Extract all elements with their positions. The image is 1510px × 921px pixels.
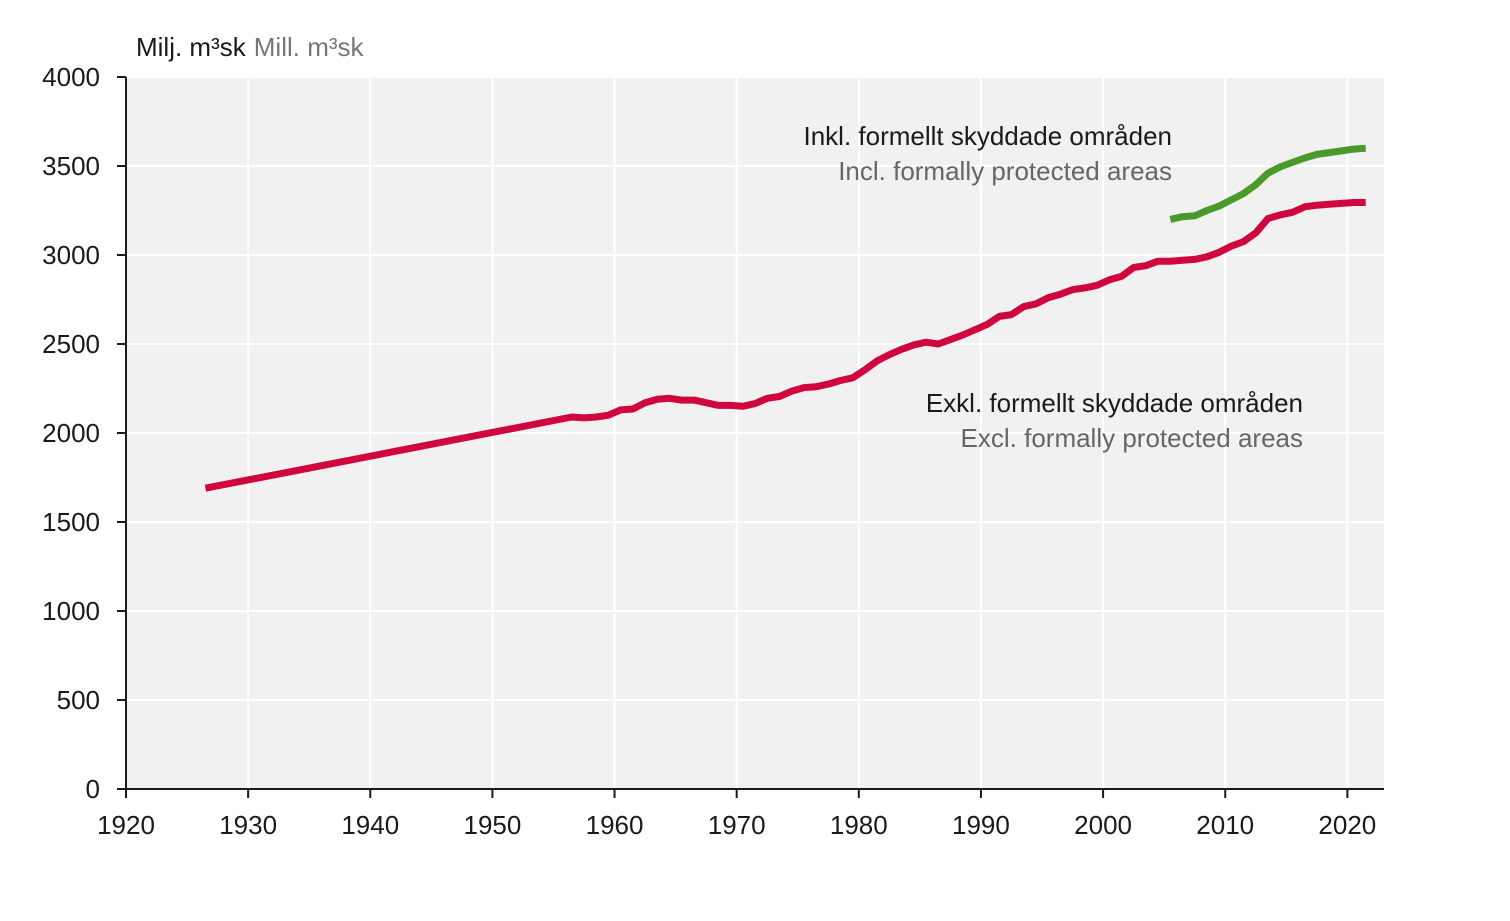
series-label-excl-sv: Exkl. formellt skyddade områden [926,388,1303,418]
x-tick-label: 1920 [97,810,155,840]
y-gridlines [126,76,1384,701]
series-line-incl-protected [1169,144,1366,223]
x-tick-label: 1970 [708,810,766,840]
y-tick-label: 500 [57,685,100,715]
series-label-incl-sv: Inkl. formellt skyddade områden [803,121,1172,151]
y-tick-label: 2500 [42,329,100,359]
unit-label-en: Mill. m³sk [254,32,365,62]
y-tick-label: 4000 [42,62,100,92]
y-tick-label: 1000 [42,596,100,626]
x-tick-label: 1980 [830,810,888,840]
y-axis-ticks: 0 500 1000 1500 2000 2500 3000 3500 4000 [42,62,126,804]
x-tick-label: 1990 [952,810,1010,840]
y-axis-unit-label: Milj. m³sk Mill. m³sk [136,32,365,62]
series-label-excl-en: Excl. formally protected areas [961,423,1303,453]
x-tick-label: 1950 [463,810,521,840]
x-tick-label: 1960 [586,810,644,840]
unit-label-sv: Milj. m³sk [136,32,247,62]
x-tick-label: 2020 [1318,810,1376,840]
x-tick-label: 2000 [1074,810,1132,840]
series-layer [204,144,1366,492]
x-axis-ticks: 1920 1930 1940 1950 1960 1970 1980 1990 2000 2010… [97,789,1376,840]
y-tick-label: 3000 [42,240,100,270]
y-tick-label: 1500 [42,507,100,537]
x-tick-label: 1930 [219,810,277,840]
x-tick-label: 2010 [1196,810,1254,840]
series-label-incl-en: Incl. formally protected areas [838,156,1172,186]
x-tick-label: 1940 [341,810,399,840]
y-tick-label: 2000 [42,418,100,448]
y-tick-label: 0 [86,774,100,804]
y-tick-label: 3500 [42,151,100,181]
series-line-excl-protected [204,199,1366,492]
